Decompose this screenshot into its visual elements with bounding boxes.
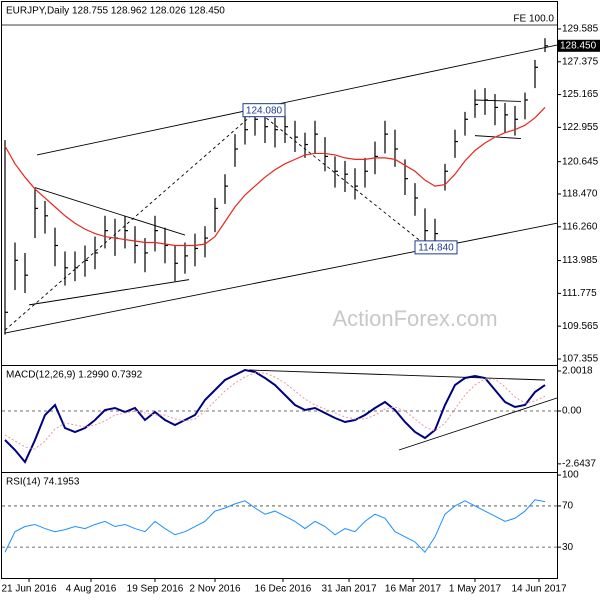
y-tick-label: -2.6437 [562,459,596,470]
panel-title: EURJPY,Daily 128.755 128.962 128.026 128… [6,6,225,17]
rsi-panel-frame [1,472,558,579]
trendline [256,110,430,249]
y-tick-label: 129.585 [562,24,599,35]
moving-average [4,106,546,247]
y-tick-label: 107.355 [562,354,599,365]
panel-title-bg [3,368,153,380]
annotation-label: 114.840 [418,243,454,254]
x-tick-label: 21 Jun 2016 [1,584,56,595]
trendline [4,222,558,334]
series-line [4,372,546,450]
y-tick-label: 2.0018 [562,366,593,377]
y-tick-label: 30 [562,542,574,553]
trendline [34,187,186,236]
y-tick-label: 109.565 [562,321,599,332]
x-tick-label: 16 Mar 2017 [385,584,442,595]
y-tick-label: 70 [562,501,574,512]
y-tick-label: 113.985 [562,255,598,266]
y-tick-label: 100 [562,470,579,481]
y-tick-label: 0.00 [562,406,582,417]
annotation-box [242,103,286,118]
y-tick-label: 118.470 [562,189,598,200]
annotation-label: 124.080 [246,105,283,116]
trendline [248,369,546,381]
x-tick-label: 19 Sep 2016 [127,584,184,595]
fe-level-label: FE 100.0 [513,14,554,25]
annotation-box [414,240,458,255]
y-tick-label: 111.775 [562,288,597,299]
y-tick-label: 125.165 [562,89,599,100]
panel-title-bg [3,475,153,487]
trendline [474,135,522,140]
x-tick-label: 16 Dec 2016 [255,584,312,595]
y-tick-label: 122.955 [562,122,599,133]
trendline [36,44,558,156]
x-tick-label: 14 Jun 2017 [511,584,566,595]
trendline [398,397,558,451]
series-line [4,368,546,464]
watermark: ActionForex.com [332,306,497,331]
y-tick-label: 116.260 [562,221,598,232]
x-tick-label: 1 May 2017 [449,584,502,595]
x-tick-label: 31 Jan 2017 [321,584,376,595]
series-line [4,499,546,554]
trendline [28,279,190,306]
last-price-box [557,39,600,52]
x-tick-label: 2 Nov 2016 [189,584,241,595]
y-tick-label: 127.375 [562,56,599,67]
last-price-label: 128.450 [560,40,597,51]
panel-title-bg [3,4,263,16]
trendline [4,110,258,331]
y-tick-label: 120.645 [562,156,599,167]
trendline [474,99,522,102]
panel-title: MACD(12,26,9) 1.2990 0.7392 [6,370,143,381]
panel-title: RSI(14) 74.1953 [6,477,80,488]
x-tick-label: 4 Aug 2016 [66,584,117,595]
